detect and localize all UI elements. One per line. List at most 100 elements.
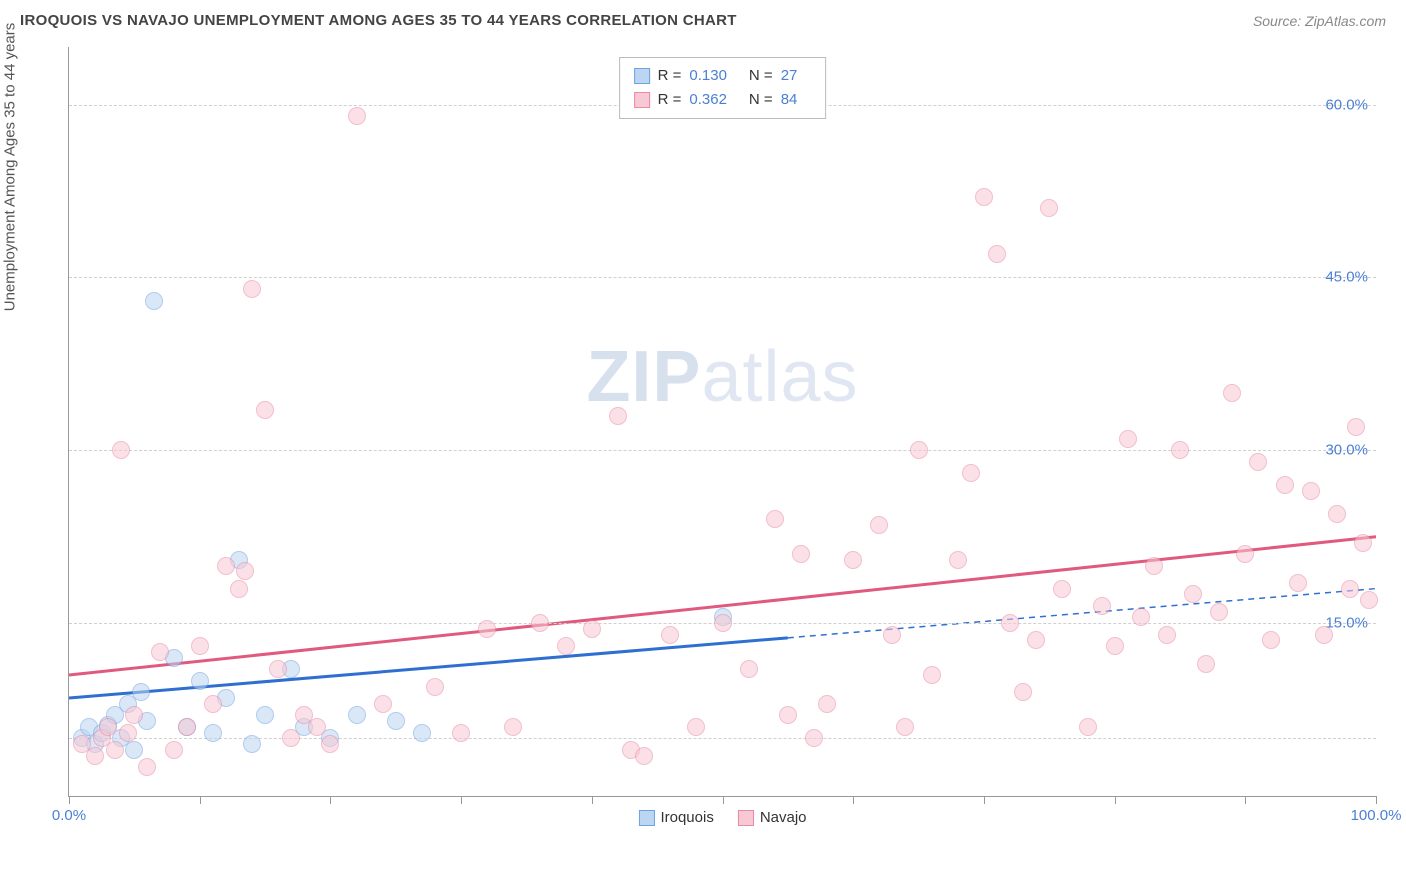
data-point xyxy=(1132,608,1150,626)
chart-title: IROQUOIS VS NAVAJO UNEMPLOYMENT AMONG AG… xyxy=(20,12,737,29)
data-point xyxy=(910,441,928,459)
x-tick xyxy=(330,796,331,804)
data-point xyxy=(779,706,797,724)
data-point xyxy=(531,614,549,632)
data-point xyxy=(1158,626,1176,644)
data-point xyxy=(883,626,901,644)
r-value: 0.362 xyxy=(689,88,727,112)
x-tick xyxy=(723,796,724,804)
data-point xyxy=(661,626,679,644)
watermark: ZIPatlas xyxy=(586,336,858,418)
legend-item: Navajo xyxy=(738,809,807,826)
data-point xyxy=(1347,418,1365,436)
data-point xyxy=(1197,655,1215,673)
data-point xyxy=(348,706,366,724)
data-point xyxy=(374,695,392,713)
data-point xyxy=(217,557,235,575)
r-label: R = xyxy=(658,88,682,112)
data-point xyxy=(714,614,732,632)
data-point xyxy=(204,724,222,742)
data-point xyxy=(1223,384,1241,402)
data-point xyxy=(583,620,601,638)
data-point xyxy=(1262,631,1280,649)
data-point xyxy=(687,718,705,736)
data-point xyxy=(805,729,823,747)
y-tick-label: 45.0% xyxy=(1325,269,1368,286)
x-tick xyxy=(1115,796,1116,804)
data-point xyxy=(269,660,287,678)
data-point xyxy=(308,718,326,736)
data-point xyxy=(178,718,196,736)
series-legend: Iroquois Navajo xyxy=(638,809,806,826)
data-point xyxy=(1289,574,1307,592)
data-point xyxy=(1210,603,1228,621)
data-point xyxy=(1040,199,1058,217)
data-point xyxy=(145,292,163,310)
data-point xyxy=(1093,597,1111,615)
data-point xyxy=(243,280,261,298)
legend-swatch xyxy=(738,810,754,826)
legend-label: Navajo xyxy=(760,809,807,826)
data-point xyxy=(191,672,209,690)
plot-area: ZIPatlas R =0.130N =27R =0.362N =84 Iroq… xyxy=(68,47,1376,797)
data-point xyxy=(896,718,914,736)
data-point xyxy=(230,580,248,598)
data-point xyxy=(1171,441,1189,459)
data-point xyxy=(1145,557,1163,575)
data-point xyxy=(106,741,124,759)
data-point xyxy=(1341,580,1359,598)
x-tick xyxy=(592,796,593,804)
data-point xyxy=(1315,626,1333,644)
y-axis-label: Unemployment Among Ages 35 to 44 years xyxy=(2,23,19,312)
data-point xyxy=(609,407,627,425)
data-point xyxy=(1079,718,1097,736)
x-tick xyxy=(853,796,854,804)
data-point xyxy=(348,107,366,125)
data-point xyxy=(740,660,758,678)
data-point xyxy=(1014,683,1032,701)
data-point xyxy=(635,747,653,765)
n-value: 27 xyxy=(781,64,798,88)
legend-label: Iroquois xyxy=(660,809,713,826)
chart-container: Unemployment Among Ages 35 to 44 years Z… xyxy=(20,37,1386,857)
legend-swatch xyxy=(634,92,650,108)
x-tick-label: 100.0% xyxy=(1351,807,1402,824)
data-point xyxy=(844,551,862,569)
x-tick xyxy=(69,796,70,804)
data-point xyxy=(988,245,1006,263)
n-label: N = xyxy=(749,88,773,112)
data-point xyxy=(256,706,274,724)
data-point xyxy=(870,516,888,534)
data-point xyxy=(792,545,810,563)
legend-stat-row: R = 0.362 N = 84 xyxy=(634,88,812,112)
data-point xyxy=(86,747,104,765)
data-point xyxy=(236,562,254,580)
x-tick-label: 0.0% xyxy=(52,807,86,824)
n-value: 84 xyxy=(781,88,798,112)
data-point xyxy=(165,741,183,759)
data-point xyxy=(557,637,575,655)
data-point xyxy=(766,510,784,528)
data-point xyxy=(413,724,431,742)
data-point xyxy=(1053,580,1071,598)
correlation-legend: R = 0.130 N = 27 R = 0.362 N = 84 xyxy=(619,57,827,119)
data-point xyxy=(962,464,980,482)
gridline xyxy=(69,277,1376,278)
data-point xyxy=(243,735,261,753)
data-point xyxy=(1027,631,1045,649)
data-point xyxy=(975,188,993,206)
data-point xyxy=(132,683,150,701)
data-point xyxy=(478,620,496,638)
data-point xyxy=(1360,591,1378,609)
n-label: N = xyxy=(749,64,773,88)
legend-stat-row: R = 0.130 N = 27 xyxy=(634,64,812,88)
data-point xyxy=(138,758,156,776)
data-point xyxy=(191,637,209,655)
data-point xyxy=(125,706,143,724)
data-point xyxy=(387,712,405,730)
r-value: 0.130 xyxy=(689,64,727,88)
data-point xyxy=(282,729,300,747)
data-point xyxy=(1276,476,1294,494)
data-point xyxy=(125,741,143,759)
r-label: R = xyxy=(658,64,682,88)
